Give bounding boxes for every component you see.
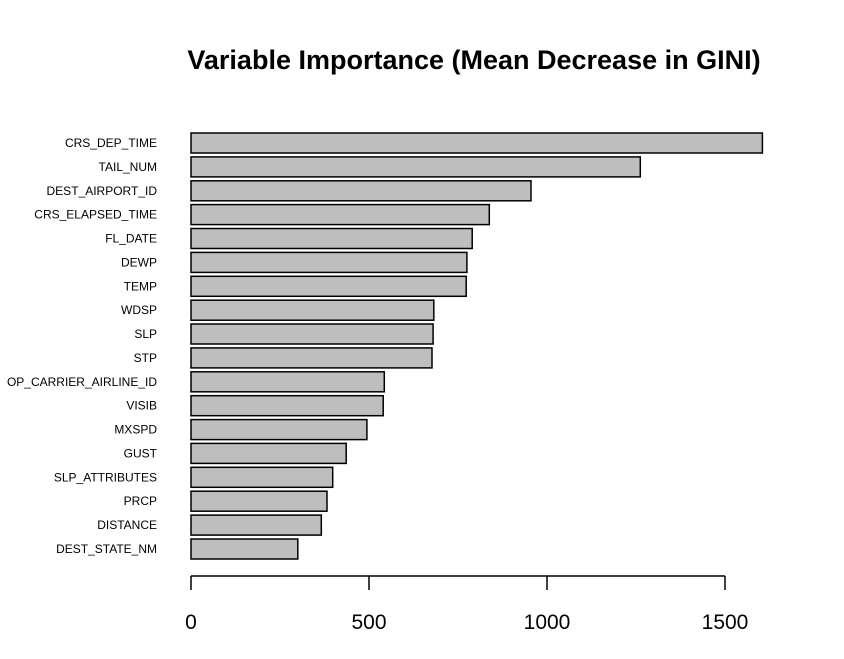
bar-slp-attributes	[190, 466, 334, 489]
category-label-fl-date: FL_DATE	[105, 232, 157, 246]
category-label-tail-num: TAIL_NUM	[99, 160, 157, 174]
category-label-prcp: PRCP	[124, 494, 157, 508]
x-tick-label-1500: 1500	[702, 611, 749, 634]
x-tick-label-1000: 1000	[524, 611, 571, 634]
category-label-dest-airport-id: DEST_AIRPORT_ID	[47, 184, 158, 198]
category-label-crs-elapsed-time: CRS_ELAPSED_TIME	[34, 208, 157, 222]
category-label-slp: SLP	[134, 327, 157, 341]
category-label-slp-attributes: SLP_ATTRIBUTES	[54, 470, 157, 484]
bar-distance	[190, 514, 323, 536]
bar-tail-num	[190, 156, 642, 178]
category-label-stp: STP	[134, 351, 157, 365]
bar-crs-dep-time	[190, 132, 764, 154]
category-label-temp: TEMP	[124, 279, 157, 293]
category-labels-group: CRS_DEP_TIME TAIL_NUM DEST_AIRPORT_ID CRS_E…	[7, 136, 158, 556]
bar-crs-elapsed-time	[190, 203, 491, 226]
bar-dewp	[190, 251, 468, 274]
x-tick-label-500: 500	[351, 611, 386, 634]
x-axis: 0 500 1000 1500	[185, 575, 749, 634]
bar-dest-state-nm	[190, 538, 299, 560]
category-label-distance: DISTANCE	[97, 518, 157, 532]
category-label-visib: VISIB	[126, 399, 157, 413]
chart-title: Variable Importance (Mean Decrease in GI…	[187, 45, 760, 75]
bar-stp	[190, 347, 433, 369]
bar-gust	[190, 442, 347, 465]
bar-prcp	[190, 490, 328, 512]
bar-dest-airport-id	[190, 180, 532, 202]
category-label-mxspd: MXSPD	[114, 423, 157, 437]
category-label-wdsp: WDSP	[121, 303, 157, 317]
category-label-op-carrier-airline-id: OP_CARRIER_AIRLINE_ID	[7, 375, 157, 389]
bar-slp	[190, 323, 434, 345]
bar-wdsp	[190, 299, 435, 321]
bar-mxspd	[190, 418, 368, 441]
category-label-dewp: DEWP	[121, 255, 157, 269]
category-label-gust: GUST	[124, 446, 158, 460]
x-tick-label-0: 0	[185, 611, 197, 634]
bar-visib	[190, 394, 384, 417]
category-label-crs-dep-time: CRS_DEP_TIME	[65, 136, 157, 150]
bar-fl-date	[190, 227, 473, 250]
category-label-dest-state-nm: DEST_STATE_NM	[56, 542, 157, 556]
bars-group	[190, 132, 764, 560]
bar-op-carrier-airline-id	[190, 371, 386, 393]
bar-temp	[190, 275, 467, 298]
